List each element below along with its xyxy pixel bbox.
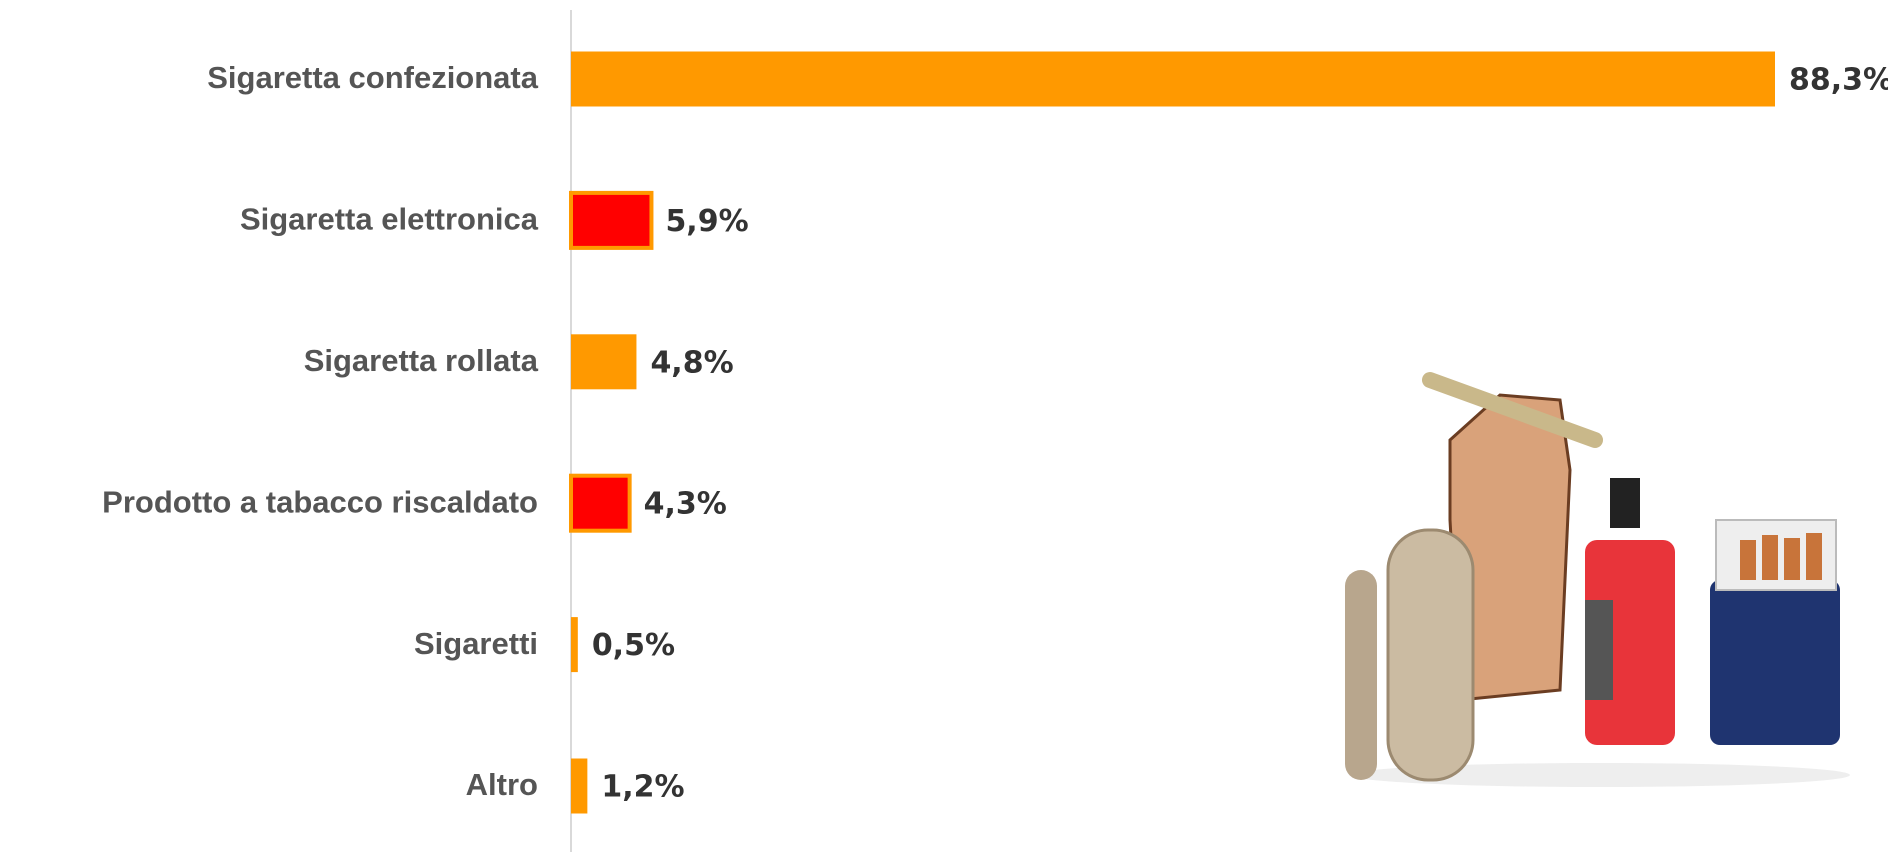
heat-stick (1345, 570, 1377, 780)
category-label: Prodotto a tabacco riscaldato (102, 484, 538, 519)
value-label: 1,2% (601, 770, 684, 805)
value-label: 4,8% (650, 345, 733, 380)
bar (571, 334, 637, 390)
vape-grip (1585, 600, 1613, 700)
illustration (1345, 372, 1850, 787)
bar (569, 473, 632, 533)
bar (571, 758, 588, 814)
cigarette-pack (1710, 580, 1840, 745)
category-label: Sigaretta rollata (304, 343, 539, 378)
category-label: Sigaretta confezionata (207, 60, 538, 95)
joint (1422, 372, 1603, 448)
shadow (1350, 763, 1850, 787)
cigarettes (1740, 533, 1822, 580)
category-label: Sigaretta elettronica (240, 202, 539, 237)
value-label: 88,3% (1789, 63, 1888, 98)
bar (571, 617, 578, 673)
bar (571, 51, 1775, 107)
value-label: 4,3% (644, 487, 727, 522)
value-label: 0,5% (592, 628, 675, 663)
category-label: Sigaretti (414, 626, 538, 661)
heat-device (1386, 528, 1475, 782)
vape-tank (1610, 478, 1640, 528)
bar (569, 190, 654, 250)
value-label: 5,9% (665, 204, 748, 239)
category-label: Altro (466, 767, 538, 802)
